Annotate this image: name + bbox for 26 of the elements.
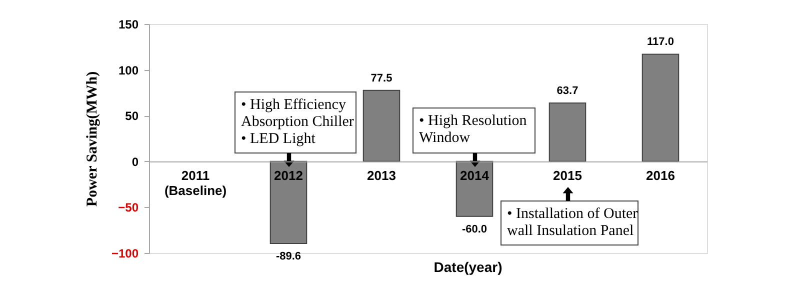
y-tick-label: 0	[132, 154, 139, 169]
x-tick-label: 2015	[553, 168, 582, 183]
y-tick-label: −100	[111, 246, 139, 260]
y-tick-label: 50	[125, 109, 139, 124]
annotation: • Installation of Outer wall Insulation Panel	[507, 206, 638, 239]
x-tick-label: 2014	[460, 168, 490, 183]
bar	[270, 160, 308, 244]
data-label: -89.6	[276, 250, 302, 262]
x-axis-title: Date(year)	[434, 259, 502, 275]
y-tick-label: 150	[118, 18, 139, 32]
data-label: -60.0	[462, 223, 488, 236]
x-tick-label: 2016	[646, 168, 675, 183]
annotation: • High Efficiency Absorption Chiller • LED Light	[241, 97, 354, 147]
x-tick-label: 2012	[274, 168, 303, 183]
x-tick-label: 2011 (Baseline)	[164, 168, 227, 198]
data-label: 63.7	[556, 85, 578, 98]
y-tick-label: −50	[118, 200, 139, 215]
bar	[548, 102, 586, 162]
y-tick-label: 100	[118, 63, 139, 78]
bar	[642, 54, 680, 162]
data-label: 77.5	[370, 72, 392, 84]
y-axis-title: Power Saving(MWh)	[84, 71, 100, 207]
bar	[362, 90, 400, 162]
x-tick-label: 2013	[367, 168, 396, 183]
data-label: 117.0	[647, 36, 674, 48]
annotation: • High Resolution Window	[419, 113, 528, 146]
